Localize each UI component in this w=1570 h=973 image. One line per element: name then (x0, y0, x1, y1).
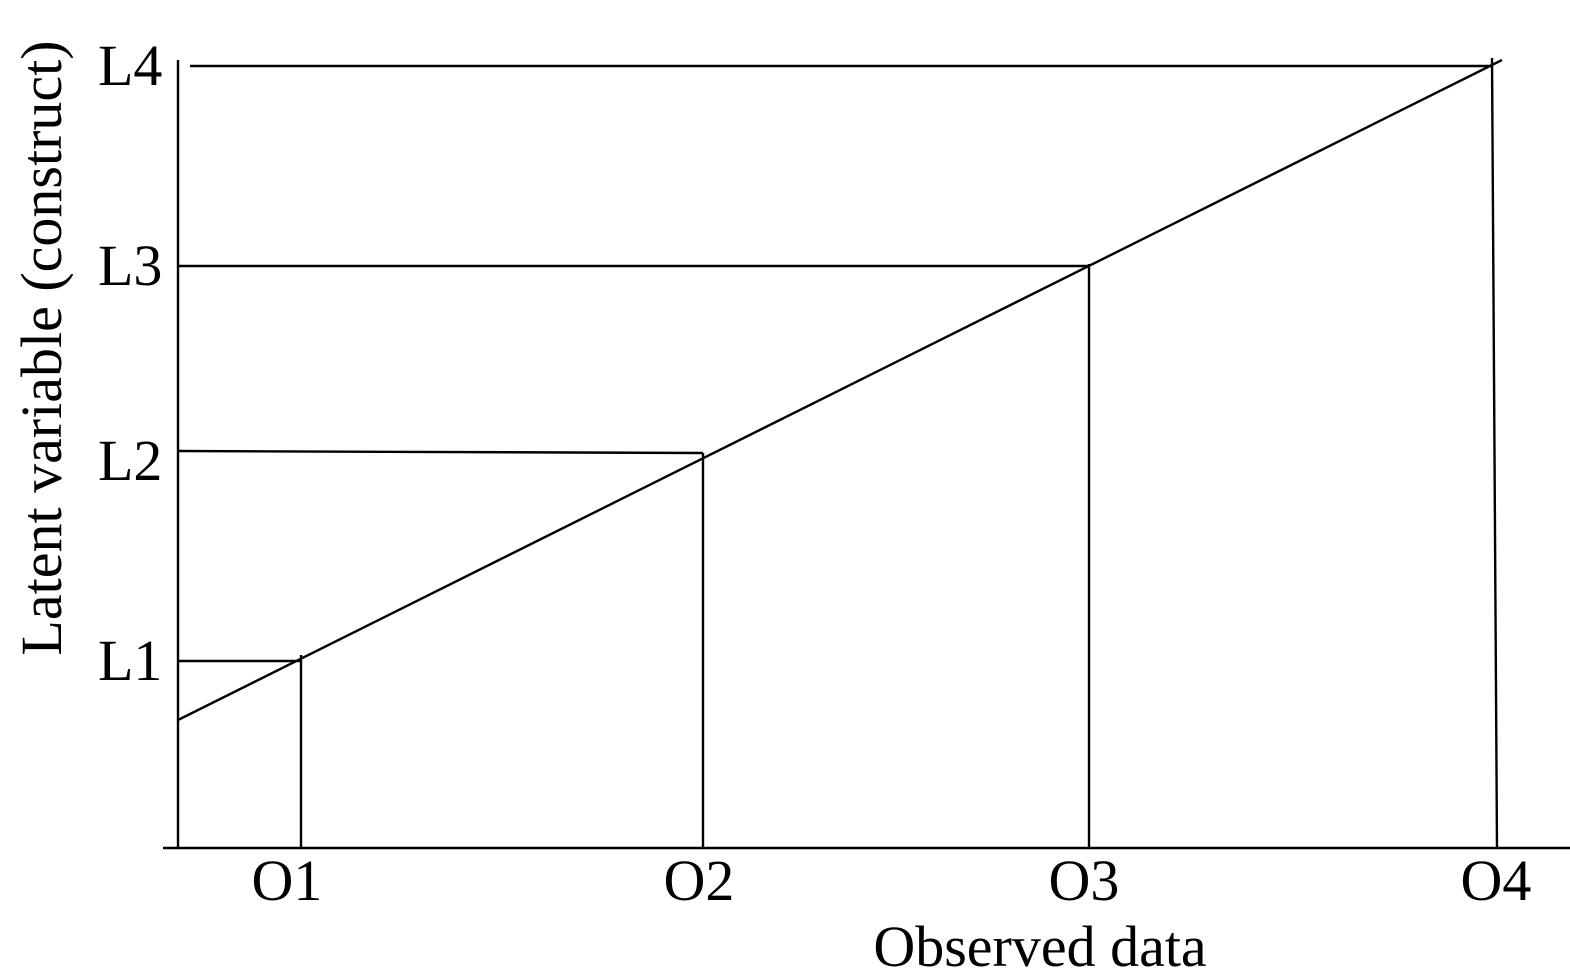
y-axis-title: Latent variable (construct) (9, 40, 74, 655)
observed-label-o3: O3 (1049, 848, 1120, 913)
observed-label-o1: O1 (252, 848, 323, 913)
latent-label-l1: L1 (98, 628, 162, 693)
x-axis-title: Observed data (873, 914, 1206, 973)
guide-l2 (177, 449, 704, 455)
latent-label-l3: L3 (98, 233, 162, 298)
observed-label-o4: O4 (1461, 848, 1532, 913)
guide-o4 (1490, 57, 1499, 849)
latent-label-l4: L4 (98, 33, 162, 98)
mapping-line (177, 58, 1503, 722)
latent-label-l2: L2 (98, 428, 162, 493)
observed-label-o2: O2 (664, 848, 735, 913)
